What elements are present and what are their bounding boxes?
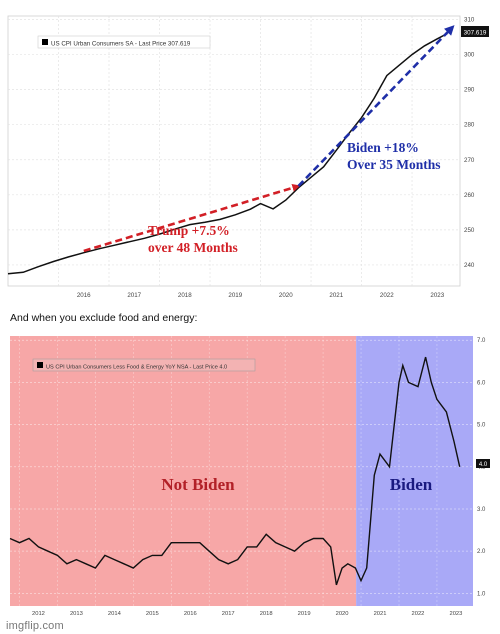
y-tick-label: 270 [464,157,475,164]
x-axis: 2016 2017 2018 2019 2020 2021 2022 2023 [77,292,445,299]
legend: US CPI Urban Consumers Less Food & Energ… [32,358,256,372]
legend: US CPI Urban Consumers SA - Last Price 3… [37,35,211,49]
grid [10,336,473,606]
x-tick-label: 2019 [228,292,242,299]
trump-annotation-1: Trump +7.5% [148,223,230,238]
last-value-tag: 307.619 [461,26,489,37]
trump-arrow [83,183,301,253]
svg-text:307.619: 307.619 [464,29,487,36]
legend-label: US CPI Urban Consumers Less Food & Energ… [46,365,227,371]
watermark: imgflip.com [6,620,64,632]
trump-annotation-2: over 48 Months [148,240,238,255]
cpi-line [7,32,448,275]
cpi-level-chart: 2016 2017 2018 2019 2020 2021 2022 2023 2402502… [0,0,500,308]
grid [8,16,460,286]
legend-swatch [42,39,48,45]
biden-region [356,336,473,606]
biden-arrow [297,25,455,187]
y-tick-label: 3.0 [477,507,486,513]
x-tick-label: 2022 [412,611,425,617]
legend-label: US CPI Urban Consumers SA - Last Price 3… [51,41,191,48]
x-tick-label: 2017 [222,611,235,617]
not-biden-label: Not Biden [161,475,235,494]
y-tick-label: 6.0 [477,380,486,386]
biden-annotation-1: Biden +18% [347,140,419,155]
x-tick-label: 2023 [449,611,462,617]
x-tick-label: 2012 [32,611,45,617]
not-biden-region [10,336,357,606]
plot-area [7,15,461,287]
y-tick-label: 250 [464,227,475,234]
x-tick-label: 2013 [70,611,83,617]
y-tick-label: 260 [464,192,475,199]
biden-label: Biden [390,475,433,494]
x-tick-label: 2016 [184,611,197,617]
y-tick-label: 240 [464,262,475,269]
svg-text:4.0: 4.0 [479,462,488,468]
x-tick-label: 2014 [108,611,122,617]
x-tick-label: 2019 [298,611,311,617]
x-tick-label: 2023 [430,292,444,299]
caption: And when you exclude food and energy: [10,312,198,324]
x-tick-label: 2022 [380,292,394,299]
regions [10,336,473,606]
y-tick-label: 310 [464,17,475,24]
x-tick-label: 2021 [329,292,343,299]
x-tick-label: 2016 [77,292,91,299]
x-tick-label: 2018 [260,611,273,617]
x-tick-label: 2018 [178,292,192,299]
x-tick-label: 2021 [374,611,387,617]
y-tick-label: 1.0 [477,591,486,597]
x-tick-label: 2020 [279,292,293,299]
y-axis: 240 250 260 270 280 290 300 310 [464,17,475,269]
last-value-tag: 4.0 [476,459,490,468]
y-tick-label: 7.0 [477,338,486,344]
y-tick-label: 5.0 [477,423,486,429]
x-tick-label: 2017 [127,292,141,299]
y-tick-label: 300 [464,52,475,59]
core-cpi-yoy-chart: 2012 2013 2014 2015 2016 2017 2018 2019 2020 2021… [0,328,500,624]
y-tick-label: 290 [464,87,475,94]
x-tick-label: 2015 [146,611,159,617]
x-tick-label: 2020 [336,611,349,617]
legend-swatch [37,362,43,368]
y-tick-label: 280 [464,122,475,129]
core-cpi-line [9,356,461,586]
y-tick-label: 2.0 [477,549,486,555]
biden-annotation-2: Over 35 Months [347,157,441,172]
x-axis: 2012 2013 2014 2015 2016 2017 2018 2019 2020 2021… [32,611,462,617]
